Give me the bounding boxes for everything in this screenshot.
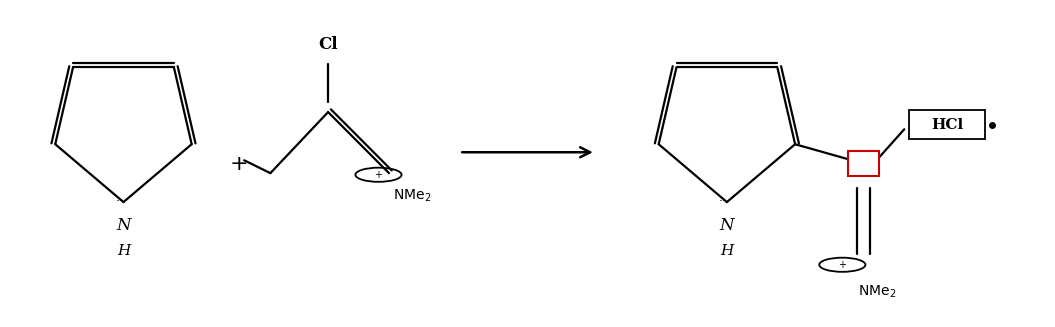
Text: +: + [230,153,248,174]
Text: HCl: HCl [932,118,963,132]
Bar [909,111,985,139]
Text: N: N [720,216,734,233]
Text: N: N [116,216,131,233]
Bar [847,151,879,176]
Text: H: H [117,244,130,258]
Text: +: + [839,260,846,270]
Text: H: H [721,244,733,258]
Text: Cl: Cl [319,36,338,53]
Text: ··: ·· [115,196,123,209]
Text: NMe$_2$: NMe$_2$ [394,187,431,204]
Text: +: + [375,170,383,180]
Text: ··: ·· [718,196,727,209]
Text: NMe$_2$: NMe$_2$ [858,284,897,300]
